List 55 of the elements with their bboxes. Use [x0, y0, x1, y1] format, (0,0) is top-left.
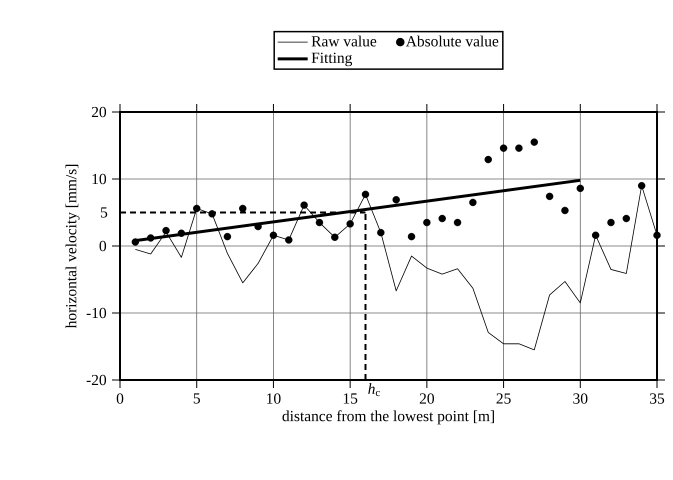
y-tick-label: 20 [92, 106, 106, 118]
y-tick-label: -20 [86, 374, 106, 386]
legend-label: Fitting [312, 52, 352, 66]
x-tick-label: 10 [267, 393, 281, 404]
point [622, 214, 630, 222]
point [132, 238, 140, 246]
point [178, 230, 186, 237]
point [270, 232, 278, 239]
x-axis-title: distance from the lowest point [m] [282, 410, 494, 424]
point [316, 218, 324, 226]
point [285, 236, 292, 244]
point [300, 201, 308, 209]
point [239, 204, 246, 212]
point [162, 226, 170, 234]
point [377, 228, 385, 236]
point [546, 192, 554, 200]
point [530, 138, 538, 146]
point [500, 144, 508, 152]
point [576, 184, 584, 192]
point [254, 222, 262, 230]
point [469, 198, 477, 206]
point [653, 232, 661, 239]
x-tick-label: 15 [344, 393, 358, 404]
point [607, 218, 615, 226]
point [561, 206, 569, 214]
x-tick-label: 0 [116, 393, 124, 404]
point [454, 218, 462, 226]
point [423, 218, 431, 226]
x-tick-label: 5 [194, 393, 200, 404]
y-tick-label: 0 [100, 240, 106, 252]
y-axis-title: horizontal velocity [mm/s] [66, 164, 80, 328]
point [331, 234, 339, 241]
legend-label: Raw value [312, 36, 376, 46]
ref-line-label: h$_{c}$ [368, 383, 380, 396]
legend-label: Absolute value [406, 36, 498, 46]
x-tick-label: 35 [650, 393, 664, 404]
point [193, 204, 200, 212]
point [224, 232, 232, 240]
point [638, 182, 646, 190]
x-tick-label: 20 [420, 393, 434, 404]
point [438, 214, 446, 222]
point [208, 210, 216, 218]
ref-line-label: 5 [100, 207, 108, 218]
y-tick-label: -10 [86, 308, 106, 318]
x-tick-label: 25 [496, 393, 511, 404]
point [346, 220, 354, 228]
point [592, 232, 600, 239]
y-tick-label: 10 [92, 174, 106, 184]
point [515, 144, 523, 152]
x-tick-label: 30 [573, 393, 588, 404]
point [392, 196, 400, 204]
point [484, 156, 492, 164]
point [362, 190, 370, 198]
point [408, 232, 416, 240]
point [146, 234, 154, 242]
